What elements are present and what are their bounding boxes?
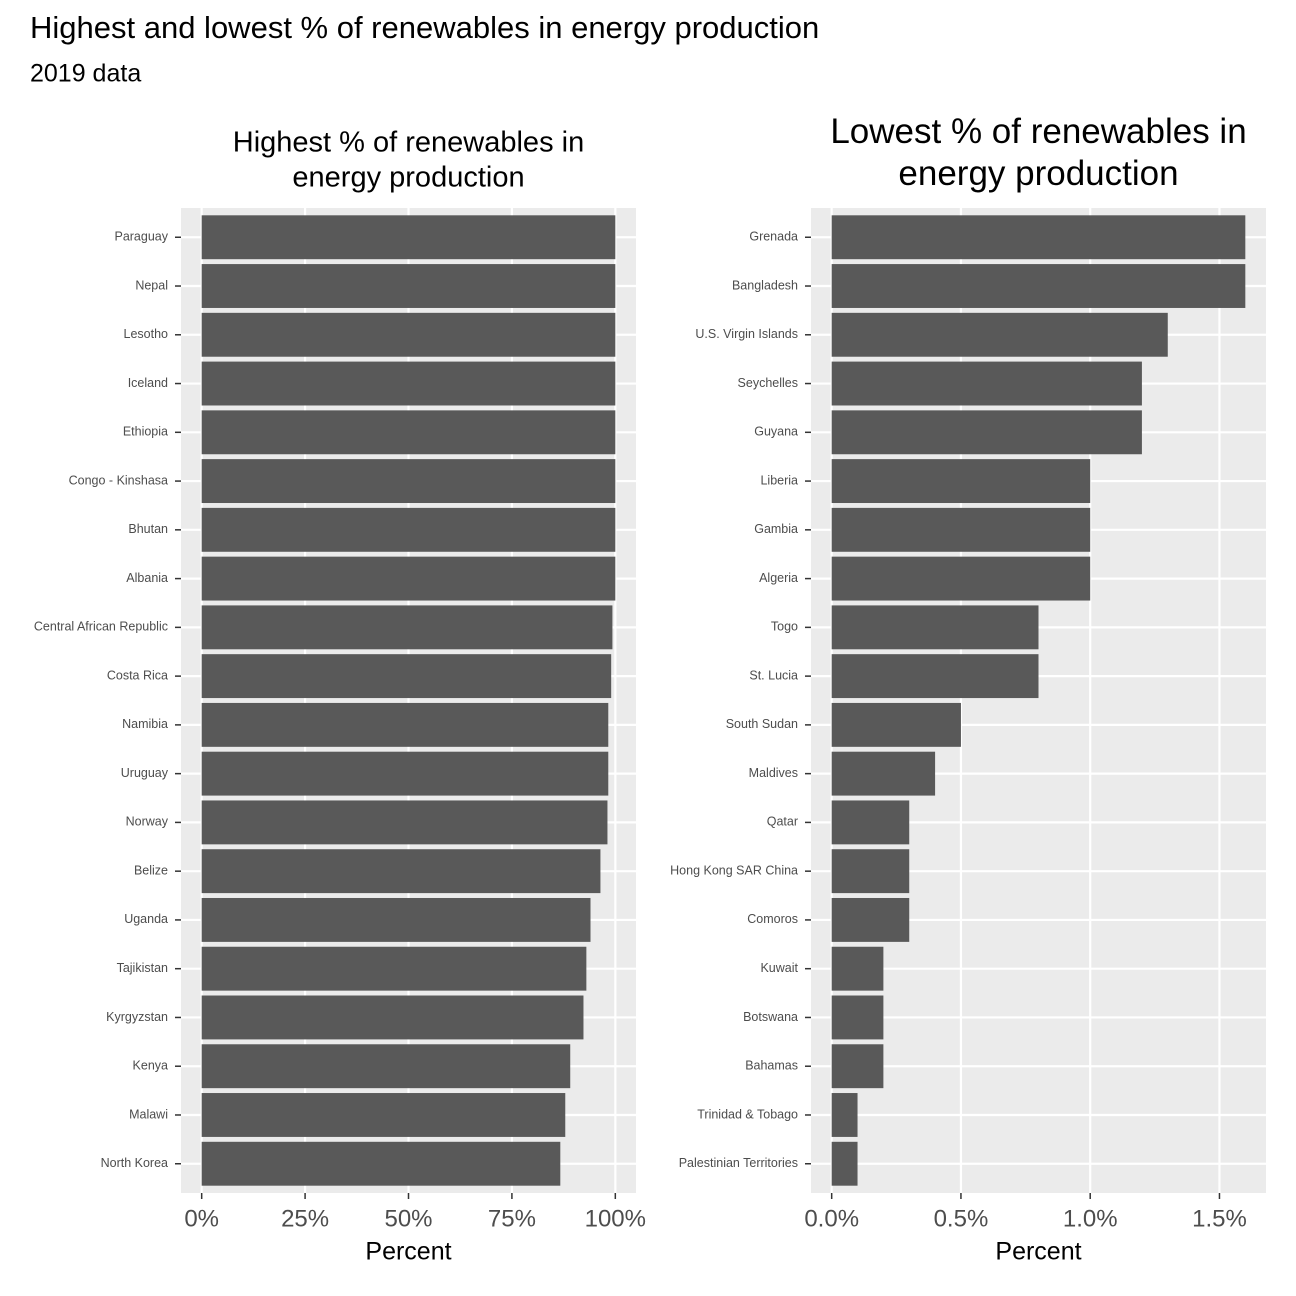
y-tick-label: Central African Republic: [34, 620, 168, 634]
x-tick-label: 100%: [585, 1205, 646, 1232]
y-tick-label: Liberia: [760, 473, 798, 487]
y-tick-label: Malawi: [129, 1107, 168, 1121]
bar: [831, 702, 961, 747]
bar: [201, 215, 616, 260]
bar: [201, 849, 601, 894]
chart-subtitle: 2019 data: [30, 60, 141, 88]
y-tick-label: Grenada: [749, 230, 798, 244]
y-tick-label: Norway: [126, 815, 169, 829]
panel-title: Lowest % of renewables in energy producti…: [830, 112, 1246, 193]
bar: [831, 361, 1142, 406]
bar: [201, 312, 616, 357]
y-tick-label: Bahamas: [745, 1059, 798, 1073]
bar: [831, 459, 1091, 504]
y-tick-label: Botswana: [743, 1010, 798, 1024]
y-tick-label: Costa Rica: [107, 668, 168, 682]
bar: [831, 946, 884, 991]
y-tick-label: Uruguay: [121, 766, 169, 780]
x-tick-label: 25%: [281, 1205, 329, 1232]
x-tick-label: 75%: [488, 1205, 536, 1232]
bar: [831, 215, 1246, 260]
y-tick-label: Congo - Kinshasa: [69, 473, 168, 487]
bar: [831, 751, 936, 796]
bar: [831, 800, 910, 845]
y-tick-label: Uganda: [124, 912, 168, 926]
bar: [201, 556, 616, 601]
y-tick-label: Kuwait: [760, 961, 798, 975]
bar: [831, 1044, 884, 1089]
bar: [201, 459, 616, 504]
bar: [201, 751, 609, 796]
bar: [201, 702, 609, 747]
y-tick-label: St. Lucia: [749, 668, 798, 682]
y-tick-label: Bangladesh: [732, 278, 798, 292]
y-tick-label: Belize: [134, 863, 168, 877]
y-tick-label: Qatar: [767, 815, 798, 829]
bar: [201, 361, 616, 406]
bar: [201, 897, 591, 942]
y-tick-label: Hong Kong SAR China: [670, 863, 798, 877]
x-tick-label: 1.0%: [1063, 1205, 1118, 1232]
bar: [201, 605, 613, 650]
bar: [201, 410, 616, 455]
chart-title: Highest and lowest % of renewables in en…: [30, 10, 819, 45]
bar: [201, 654, 612, 699]
bar: [831, 1141, 858, 1186]
y-tick-label: Ethiopia: [123, 425, 168, 439]
x-tick-label: 0.5%: [934, 1205, 989, 1232]
y-tick-label: Lesotho: [124, 327, 169, 341]
y-tick-label: South Sudan: [726, 717, 798, 731]
x-tick-label: 0%: [184, 1205, 219, 1232]
y-tick-label: Maldives: [749, 766, 798, 780]
bar: [831, 410, 1142, 455]
y-tick-label: U.S. Virgin Islands: [695, 327, 798, 341]
y-tick-label: Gambia: [754, 522, 798, 536]
bar: [831, 995, 884, 1040]
y-tick-label: Namibia: [122, 717, 168, 731]
y-tick-label: Iceland: [128, 376, 168, 390]
bar: [201, 995, 584, 1040]
y-tick-label: Nepal: [135, 278, 168, 292]
y-tick-label: Paraguay: [114, 230, 168, 244]
bar: [201, 946, 587, 991]
y-tick-label: Togo: [771, 620, 798, 634]
y-tick-label: Palestinian Territories: [679, 1156, 798, 1170]
y-tick-label: North Korea: [101, 1156, 168, 1170]
bar: [831, 556, 1091, 601]
x-tick-label: 0.0%: [804, 1205, 859, 1232]
x-axis-title: Percent: [995, 1238, 1081, 1266]
y-tick-label: Albania: [126, 571, 168, 585]
y-tick-label: Guyana: [754, 425, 798, 439]
bar: [831, 507, 1091, 552]
y-tick-label: Comoros: [747, 912, 798, 926]
y-tick-label: Bhutan: [128, 522, 168, 536]
y-tick-label: Seychelles: [738, 376, 798, 390]
y-tick-label: Kyrgyzstan: [106, 1010, 168, 1024]
y-tick-label: Trinidad & Tobago: [697, 1107, 798, 1121]
bar: [831, 897, 910, 942]
bar: [201, 800, 608, 845]
bar: [831, 264, 1246, 308]
bar: [201, 1044, 571, 1089]
y-tick-label: Tajikistan: [117, 961, 168, 975]
x-axis-title: Percent: [365, 1238, 451, 1266]
bar: [831, 312, 1168, 357]
bar: [201, 1093, 566, 1137]
bar: [831, 654, 1039, 699]
bar: [201, 507, 616, 552]
bar: [831, 849, 910, 894]
bar: [201, 264, 616, 308]
y-tick-label: Kenya: [133, 1059, 168, 1073]
y-tick-label: Algeria: [759, 571, 798, 585]
bar: [831, 1093, 858, 1137]
panel-title: Highest % of renewables in energy product…: [233, 126, 584, 193]
x-tick-label: 50%: [384, 1205, 432, 1232]
bar: [201, 1141, 561, 1186]
x-tick-label: 1.5%: [1192, 1205, 1247, 1232]
bar: [831, 605, 1039, 650]
